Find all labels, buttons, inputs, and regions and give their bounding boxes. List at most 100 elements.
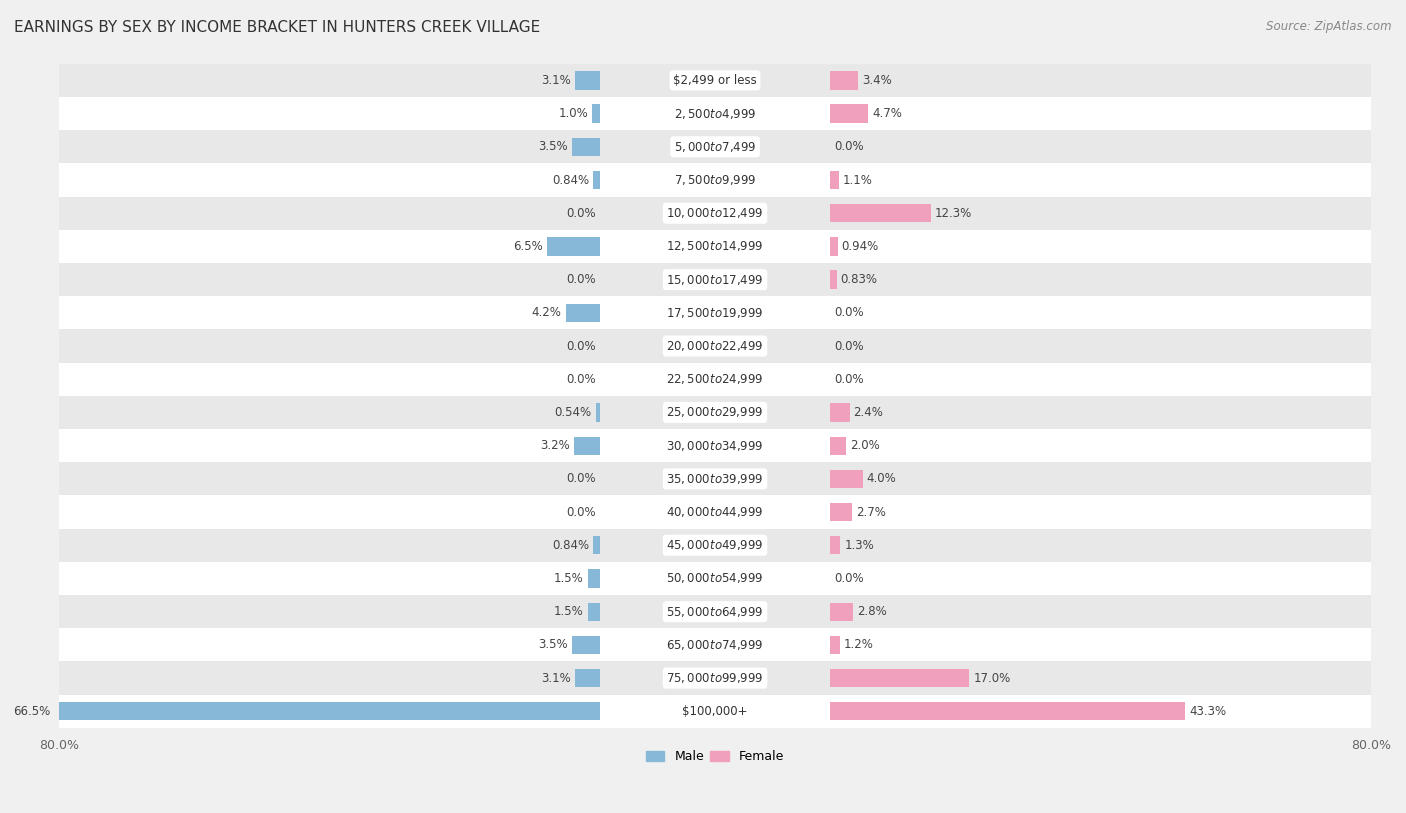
- Bar: [59, 63, 1371, 97]
- Bar: [59, 528, 1371, 562]
- Bar: [59, 562, 1371, 595]
- Bar: [830, 470, 863, 488]
- Text: $2,499 or less: $2,499 or less: [673, 74, 756, 87]
- Text: 0.84%: 0.84%: [553, 539, 589, 552]
- Text: 1.5%: 1.5%: [554, 605, 583, 618]
- Text: 2.7%: 2.7%: [856, 506, 886, 519]
- Text: $25,000 to $29,999: $25,000 to $29,999: [666, 406, 763, 420]
- Text: 0.0%: 0.0%: [834, 372, 863, 385]
- Bar: [830, 104, 869, 123]
- Bar: [571, 636, 600, 654]
- Text: 1.3%: 1.3%: [845, 539, 875, 552]
- Text: $12,500 to $14,999: $12,500 to $14,999: [666, 239, 763, 254]
- Bar: [830, 503, 852, 521]
- Bar: [59, 429, 1371, 463]
- Bar: [830, 204, 931, 222]
- Text: $22,500 to $24,999: $22,500 to $24,999: [666, 372, 763, 386]
- Text: 3.2%: 3.2%: [540, 439, 569, 452]
- Text: 0.0%: 0.0%: [567, 273, 596, 286]
- Text: Source: ZipAtlas.com: Source: ZipAtlas.com: [1267, 20, 1392, 33]
- Text: 1.0%: 1.0%: [558, 107, 588, 120]
- Bar: [830, 72, 858, 89]
- Text: 43.3%: 43.3%: [1189, 705, 1226, 718]
- Bar: [59, 263, 1371, 296]
- Bar: [830, 669, 969, 687]
- Bar: [593, 171, 600, 189]
- Text: 4.7%: 4.7%: [873, 107, 903, 120]
- Bar: [575, 669, 600, 687]
- Bar: [575, 72, 600, 89]
- Text: 0.0%: 0.0%: [834, 307, 863, 320]
- Text: 0.84%: 0.84%: [553, 173, 589, 186]
- Bar: [830, 437, 846, 454]
- Text: 0.0%: 0.0%: [567, 506, 596, 519]
- Bar: [588, 569, 600, 588]
- Bar: [596, 403, 600, 422]
- Text: 6.5%: 6.5%: [513, 240, 543, 253]
- Text: $35,000 to $39,999: $35,000 to $39,999: [666, 472, 763, 486]
- Bar: [830, 602, 853, 621]
- Bar: [59, 495, 1371, 528]
- Bar: [59, 197, 1371, 230]
- Text: 3.1%: 3.1%: [541, 74, 571, 87]
- Bar: [59, 163, 1371, 197]
- Bar: [830, 171, 839, 189]
- Text: $20,000 to $22,499: $20,000 to $22,499: [666, 339, 763, 353]
- Text: $40,000 to $44,999: $40,000 to $44,999: [666, 505, 763, 519]
- Bar: [830, 271, 837, 289]
- Bar: [830, 702, 1185, 720]
- Bar: [593, 536, 600, 554]
- Text: 0.0%: 0.0%: [567, 472, 596, 485]
- Text: $5,000 to $7,499: $5,000 to $7,499: [673, 140, 756, 154]
- Text: $55,000 to $64,999: $55,000 to $64,999: [666, 605, 763, 619]
- Text: $7,500 to $9,999: $7,500 to $9,999: [673, 173, 756, 187]
- Text: $65,000 to $74,999: $65,000 to $74,999: [666, 638, 763, 652]
- Bar: [574, 437, 600, 454]
- Bar: [59, 628, 1371, 662]
- Text: $100,000+: $100,000+: [682, 705, 748, 718]
- Text: 0.94%: 0.94%: [842, 240, 879, 253]
- Text: 0.83%: 0.83%: [841, 273, 877, 286]
- Text: $30,000 to $34,999: $30,000 to $34,999: [666, 439, 763, 453]
- Legend: Male, Female: Male, Female: [641, 746, 789, 768]
- Text: 1.5%: 1.5%: [554, 572, 583, 585]
- Text: 0.0%: 0.0%: [834, 141, 863, 154]
- Bar: [592, 104, 600, 123]
- Text: 12.3%: 12.3%: [935, 207, 972, 220]
- Text: 66.5%: 66.5%: [14, 705, 51, 718]
- Text: $45,000 to $49,999: $45,000 to $49,999: [666, 538, 763, 552]
- Text: 2.8%: 2.8%: [856, 605, 887, 618]
- Bar: [59, 230, 1371, 263]
- Bar: [830, 536, 841, 554]
- Bar: [55, 702, 600, 720]
- Text: 17.0%: 17.0%: [973, 672, 1011, 685]
- Text: 2.0%: 2.0%: [851, 439, 880, 452]
- Bar: [830, 403, 849, 422]
- Text: 0.0%: 0.0%: [567, 372, 596, 385]
- Bar: [830, 237, 838, 255]
- Bar: [59, 694, 1371, 728]
- Text: $2,500 to $4,999: $2,500 to $4,999: [673, 107, 756, 120]
- Bar: [59, 97, 1371, 130]
- Text: 2.4%: 2.4%: [853, 406, 883, 419]
- Text: EARNINGS BY SEX BY INCOME BRACKET IN HUNTERS CREEK VILLAGE: EARNINGS BY SEX BY INCOME BRACKET IN HUN…: [14, 20, 540, 35]
- Text: $75,000 to $99,999: $75,000 to $99,999: [666, 671, 763, 685]
- Text: 0.0%: 0.0%: [567, 340, 596, 353]
- Bar: [59, 296, 1371, 329]
- Text: 3.4%: 3.4%: [862, 74, 891, 87]
- Bar: [547, 237, 600, 255]
- Text: 0.54%: 0.54%: [554, 406, 592, 419]
- Text: 0.0%: 0.0%: [567, 207, 596, 220]
- Text: 3.5%: 3.5%: [538, 638, 568, 651]
- Text: $15,000 to $17,499: $15,000 to $17,499: [666, 272, 763, 287]
- Bar: [59, 363, 1371, 396]
- Bar: [59, 463, 1371, 495]
- Bar: [59, 396, 1371, 429]
- Bar: [59, 130, 1371, 163]
- Text: 1.2%: 1.2%: [844, 638, 873, 651]
- Bar: [588, 602, 600, 621]
- Text: $10,000 to $12,499: $10,000 to $12,499: [666, 207, 763, 220]
- Text: 3.1%: 3.1%: [541, 672, 571, 685]
- Bar: [830, 636, 839, 654]
- Bar: [59, 595, 1371, 628]
